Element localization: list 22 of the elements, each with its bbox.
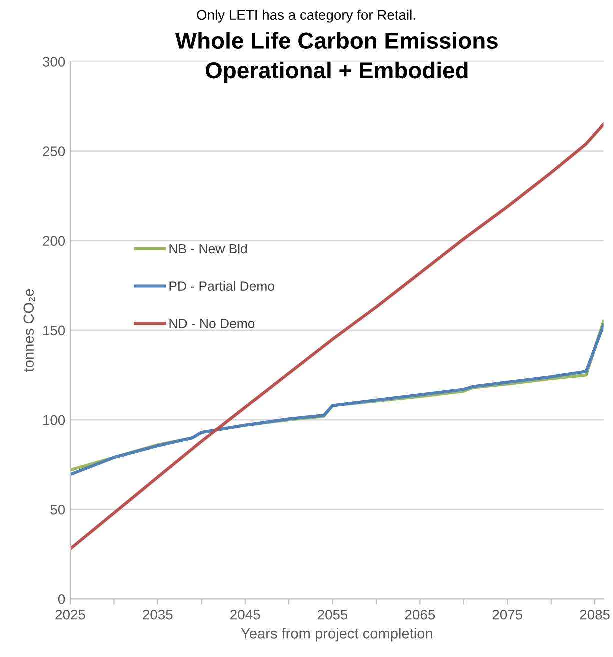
y-tick-label: 300 [42, 57, 66, 67]
y-tick-label: 200 [43, 236, 66, 246]
legend-label: PD - Partial Demo [170, 281, 274, 292]
y-tick-label: 50 [50, 504, 66, 515]
x-tick-label: 2075 [492, 610, 522, 620]
text: Only LETI has a category for Retail. [197, 10, 416, 23]
x-tick-label: 2065 [405, 610, 436, 620]
x-tick-label: 2055 [318, 610, 348, 620]
legend-label: ND - No Demo [170, 319, 255, 328]
y-tick-label: 150 [44, 326, 66, 336]
y-tick-label: 100 [44, 415, 66, 426]
y-tick-label: 0 [58, 594, 66, 604]
x-tick-label: 2045 [230, 610, 260, 620]
y-tick-label: 250 [43, 146, 66, 156]
x-tick-label: 2035 [143, 610, 173, 620]
x-tick-label: 2025 [56, 610, 86, 620]
legend-label: NB - New Bld [170, 244, 248, 254]
y-axis-title: tonnes CO₂e [24, 289, 36, 372]
x-axis-title: Years from project completion [241, 628, 432, 642]
x-tick-label: 2085 [580, 610, 610, 620]
line-series [70, 122, 604, 551]
chart-title: Whole Life Carbon Emissions Operational + Embodied [175, 32, 498, 84]
